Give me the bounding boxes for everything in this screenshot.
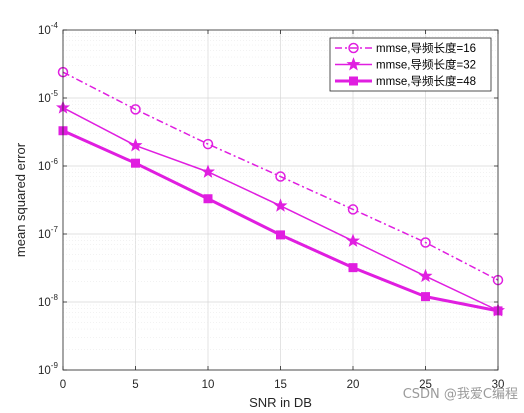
legend-item: mmse,导频长度=32 [335, 57, 476, 72]
legend-item: mmse,导频长度=48 [335, 74, 476, 88]
legend-marker [349, 76, 358, 86]
data-point [420, 237, 431, 248]
watermark-text: CSDN @我爱C编程 [403, 387, 518, 402]
legend-item: mmse,导频长度=16 [335, 41, 476, 55]
data-point [203, 194, 213, 204]
data-point [346, 233, 360, 247]
data-point [273, 198, 288, 212]
x-tick-label: 20 [347, 379, 360, 391]
y-tick-label: 10-8 [38, 293, 58, 309]
legend-label: mmse,导频长度=32 [376, 58, 476, 72]
data-point [201, 164, 215, 178]
data-point [128, 138, 143, 152]
y-tick-label: 10-6 [38, 157, 58, 173]
series-line [62, 71, 499, 281]
data-point [418, 268, 433, 283]
data-point [348, 263, 358, 273]
legend-marker [346, 57, 361, 71]
x-axis-label: SNR in DB [249, 395, 312, 410]
x-tick-label: 15 [274, 379, 287, 391]
x-tick-label: 0 [60, 379, 66, 391]
legend: mmse,导频长度=16 mmse,导频长度=32 mmse,导频长度=48 [329, 37, 492, 92]
data-point [131, 158, 140, 168]
data-point [276, 230, 285, 240]
y-tick-label: 10-9 [38, 361, 58, 377]
data-point [347, 204, 359, 215]
data-point [130, 104, 141, 115]
series-1 [57, 66, 504, 286]
y-tick-label: 10-5 [38, 89, 58, 105]
axis-ticks: 0 5 10 15 20 25 30 10-9 10-8 10-7 10-6 10-5 10-4 [38, 21, 504, 391]
data-point [275, 171, 286, 182]
data-point [202, 138, 214, 150]
legend-label: mmse,导频长度=16 [376, 41, 476, 55]
y-tick-label: 10-4 [38, 21, 58, 37]
x-tick-label: 5 [132, 379, 138, 391]
x-tick-label: 10 [202, 379, 215, 391]
y-tick-label: 10-7 [38, 225, 58, 241]
data-point [421, 292, 430, 302]
x-tick-label: 25 [419, 379, 432, 391]
legend-marker [348, 42, 359, 54]
y-axis-label: mean squared error [13, 142, 28, 257]
x-tick-label: 30 [492, 379, 505, 391]
legend-label: mmse,导频长度=48 [376, 74, 476, 88]
